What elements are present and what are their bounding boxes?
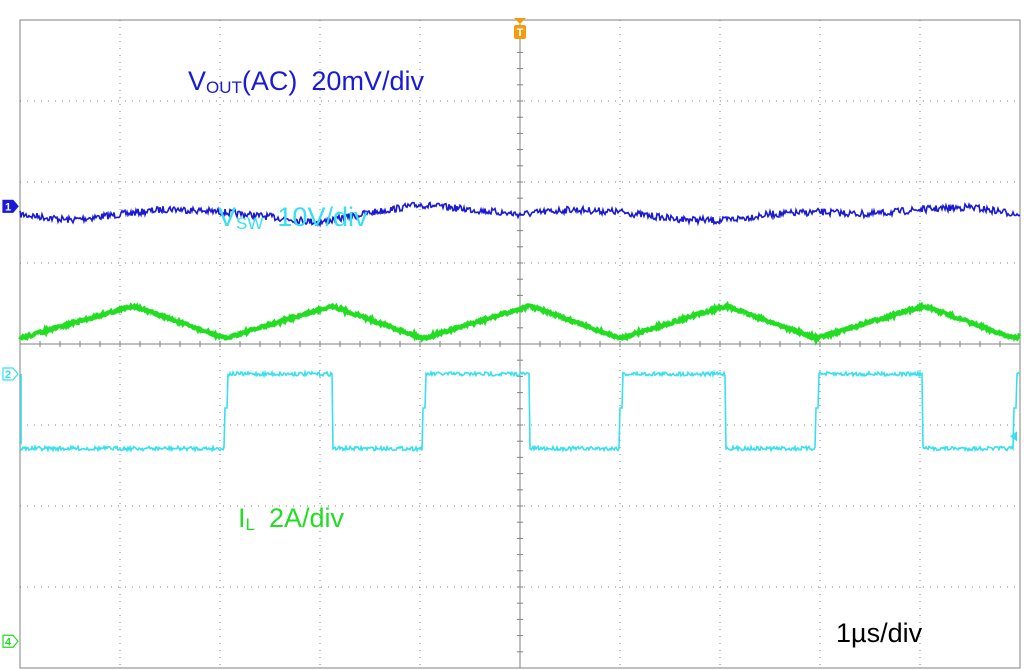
channel-4-marker-label: 4 — [5, 636, 12, 648]
il-label: IL 2A/div — [238, 503, 345, 534]
vsw-label: VSW 10V/div — [218, 202, 368, 233]
channel-2-marker-label: 2 — [5, 369, 11, 381]
vsw-trace — [19, 369, 1021, 453]
trigger-marker[interactable] — [514, 25, 526, 39]
channel-4-marker[interactable] — [2, 634, 19, 648]
trigger-marker-label: T — [517, 27, 524, 39]
graticule — [19, 19, 1021, 669]
channel-2-marker[interactable] — [2, 367, 19, 381]
channel-1-marker[interactable] — [2, 199, 19, 213]
il-trace-noise — [19, 303, 1021, 343]
vout-label: VOUT(AC) 20mV/div — [188, 66, 424, 97]
vout-trace — [19, 201, 1021, 228]
trigger-level-arrow — [1010, 431, 1017, 442]
timebase-label: 1µs/div — [836, 618, 923, 648]
trigger-position-arrow — [514, 18, 526, 24]
channel-markers: 1 2 4 T — [2, 18, 1017, 648]
traces — [18, 201, 1022, 453]
channel-1-marker-label: 1 — [5, 201, 11, 213]
